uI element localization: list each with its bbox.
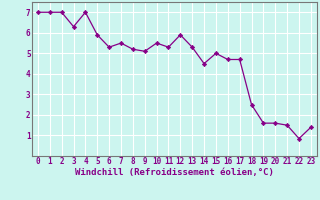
X-axis label: Windchill (Refroidissement éolien,°C): Windchill (Refroidissement éolien,°C)	[75, 168, 274, 177]
